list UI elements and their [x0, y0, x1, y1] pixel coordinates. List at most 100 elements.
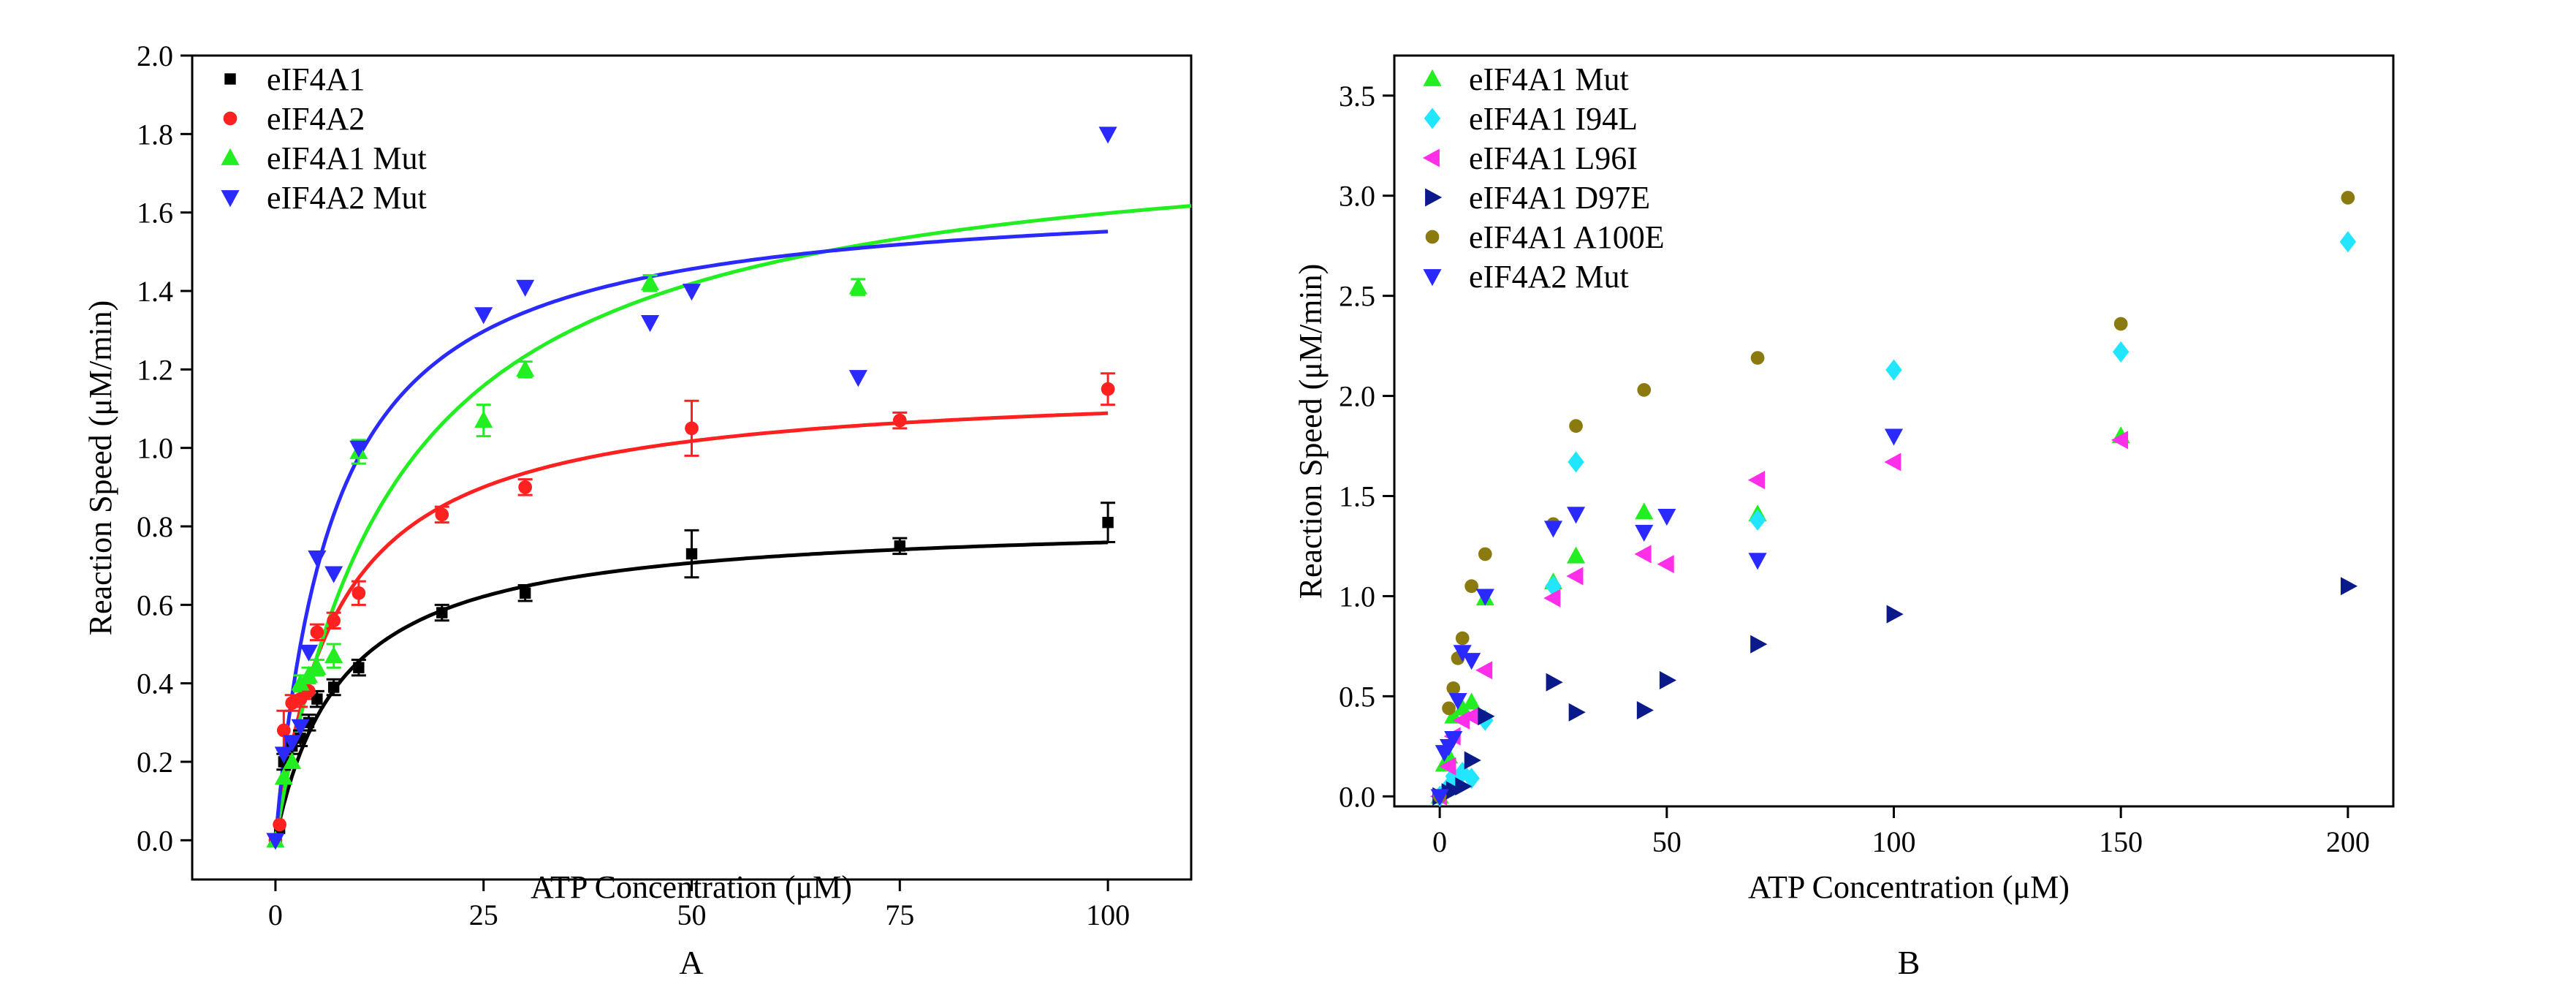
data-point: [283, 752, 302, 769]
a-x-tick-label: 0: [268, 898, 283, 931]
b-x-tick-label: 0: [1432, 825, 1447, 858]
data-point: [311, 693, 323, 705]
a-x-tick-label: 75: [885, 898, 914, 931]
b-y-tick-label: 0.0: [1339, 780, 1375, 813]
data-point: [327, 681, 340, 693]
b-y-tick-label: 1.5: [1339, 480, 1375, 513]
data-point: [349, 440, 368, 458]
a-y-tick-label: 1.8: [137, 118, 173, 151]
legend-marker: [221, 148, 240, 165]
data-point: [1430, 789, 1449, 806]
b-x-tick-label: 50: [1652, 825, 1682, 858]
y-ticks-b: 0.0 0.5 1.0 1.5 2.0 2.5 3.0 3.5: [1339, 80, 1394, 813]
data-point: [1545, 575, 1562, 597]
data-point: [1884, 453, 1901, 472]
b-x-tick-label: 150: [2099, 825, 2143, 858]
data-point: [1543, 589, 1561, 608]
data-point: [685, 421, 699, 436]
chart-panel-a: 0.0 0.2 0.4 0.6 0.8 1.0 1.2 1.4 1.6 1.8 2.0 0 25 50 7…: [83, 39, 1193, 981]
data-point: [1657, 555, 1674, 574]
b-y-tick-label: 2.0: [1339, 380, 1375, 413]
fit-curve: [273, 230, 1109, 841]
data-point: [266, 833, 285, 850]
data-point: [2110, 431, 2129, 450]
data-point: [519, 587, 531, 599]
a-y-tick-label: 0.4: [137, 667, 173, 700]
data-point: [283, 735, 302, 752]
data-point: [848, 370, 867, 387]
legend-marker: [1423, 69, 1442, 86]
a-x-tick-label: 25: [469, 898, 498, 931]
data-point: [1749, 509, 1766, 531]
data-point: [1750, 351, 1765, 365]
data-point: [1546, 673, 1563, 692]
data-point: [2113, 317, 2128, 331]
x-axis-title-b: ATP Concentration (μM): [1748, 869, 2070, 905]
data-point: [1566, 567, 1584, 586]
data-point: [1634, 545, 1652, 564]
data-point: [516, 279, 535, 297]
data-point: [1637, 383, 1652, 397]
legend-marker: [221, 190, 240, 208]
data-point: [2341, 191, 2355, 205]
a-y-tick-label: 0.6: [137, 589, 173, 621]
data-point: [2340, 577, 2358, 596]
data-point: [274, 768, 293, 785]
data-point: [2112, 341, 2129, 363]
a-x-tick-label: 100: [1086, 898, 1130, 931]
y-ticks-a: 0.0 0.2 0.4 0.6 0.8 1.0 1.2 1.4 1.6 1.8 2.0: [137, 39, 192, 857]
data-point: [848, 277, 867, 295]
data-point: [1448, 692, 1467, 711]
legend-marker: [1424, 107, 1441, 129]
data-point: [1750, 635, 1768, 654]
data-points-b: [1429, 191, 2358, 807]
legend-label: eIF4A2 Mut: [267, 180, 427, 216]
legend-label: eIF4A1 L96I: [1469, 140, 1638, 176]
data-point: [474, 410, 493, 428]
a-y-tick-label: 2.0: [137, 39, 173, 72]
data-point: [435, 507, 449, 522]
data-point: [1098, 126, 1117, 144]
a-y-tick-label: 0.2: [137, 746, 173, 779]
data-point: [353, 662, 365, 673]
data-point: [1478, 707, 1495, 726]
data-point: [273, 817, 286, 832]
data-point: [1657, 508, 1676, 526]
data-point: [1462, 707, 1479, 726]
data-point: [1543, 521, 1563, 538]
error-bars-a: [276, 274, 1116, 771]
y-axis-title-b: Reaction Speed (μM/min): [1293, 264, 1329, 599]
legend-label: eIF4A1 D97E: [1469, 180, 1650, 216]
data-point: [291, 719, 310, 736]
data-point: [352, 586, 366, 600]
data-point: [2339, 231, 2357, 253]
data-point: [894, 540, 905, 552]
legend-marker: [224, 73, 236, 85]
a-y-tick-label: 0.8: [137, 510, 173, 543]
data-point: [1635, 524, 1654, 542]
data-point: [892, 413, 907, 428]
data-point: [1453, 698, 1472, 716]
panel-label-b: B: [1898, 944, 1920, 981]
legend-label: eIF4A2 Mut: [1469, 259, 1629, 295]
data-point: [1886, 605, 1904, 624]
data-point: [1464, 579, 1478, 594]
b-y-tick-label: 0.5: [1339, 680, 1375, 713]
a-y-tick-label: 1.0: [137, 432, 173, 465]
legend-label: eIF4A1 Mut: [267, 140, 427, 176]
panel-label-a: A: [679, 944, 703, 981]
data-point: [518, 480, 533, 494]
data-point: [1635, 502, 1654, 520]
legend-label: eIF4A1: [267, 61, 365, 97]
data-point: [1442, 701, 1456, 716]
legend-label: eIF4A1 Mut: [1469, 61, 1629, 97]
a-x-tick-label: 50: [677, 898, 707, 931]
data-point: [641, 273, 660, 291]
data-point: [1445, 781, 1463, 800]
legend-label: eIF4A1 A100E: [1469, 219, 1665, 255]
data-point: [310, 625, 324, 640]
fit-curves-a: [273, 204, 1192, 841]
fit-curve: [273, 204, 1192, 841]
